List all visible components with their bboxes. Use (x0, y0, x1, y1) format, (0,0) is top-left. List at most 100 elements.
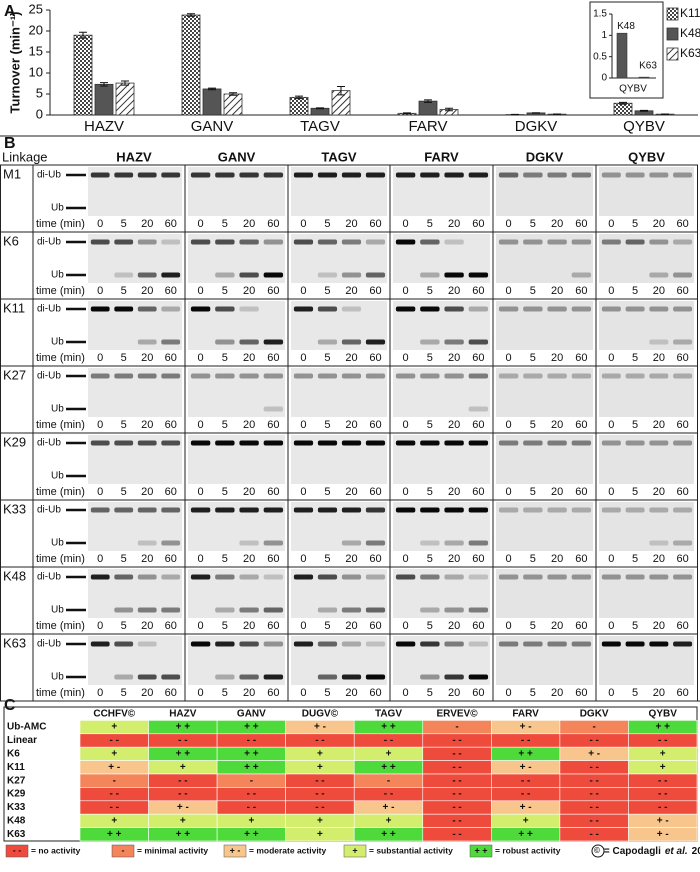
table-cell-text: + - (588, 749, 600, 760)
legend-label: = minimal activity (137, 845, 208, 855)
y-tick-label: 25 (29, 1, 43, 16)
lane-label: 60 (676, 352, 688, 364)
lane-label: 60 (575, 620, 587, 632)
legend-label: K48 (680, 26, 700, 40)
bar (73, 34, 93, 116)
gel-band (90, 239, 110, 245)
lane-label: 20 (448, 620, 460, 632)
credit: © = Capodagli et al. 2013 (594, 846, 700, 857)
lane-label: 0 (300, 352, 306, 364)
lane-label: 20 (345, 419, 357, 431)
gel-band (420, 306, 440, 312)
table-cell-text: - - (452, 775, 461, 786)
gel-band (523, 507, 543, 513)
table-cell-text: - - (589, 789, 598, 800)
lane-label: 20 (448, 352, 460, 364)
lane-label: 20 (243, 620, 255, 632)
gel-band (190, 373, 211, 379)
legend-swatch (666, 7, 679, 21)
gel-band (137, 239, 157, 245)
gel-band (114, 172, 134, 178)
lane-label: 20 (141, 620, 153, 632)
lane-label: 60 (165, 620, 177, 632)
y-tick-label: 1.5 (593, 9, 607, 20)
lane-label: 60 (472, 352, 484, 364)
lane-label: 5 (530, 486, 536, 498)
lane-label: 60 (267, 218, 279, 230)
lane-label: 60 (676, 486, 688, 498)
gel-band (468, 406, 489, 412)
table-cell-text: + + (176, 722, 191, 733)
x-tick-label: FARV (409, 118, 448, 135)
gel-band (239, 641, 259, 647)
lane-label: 20 (653, 218, 665, 230)
time-label: time (min) (36, 553, 85, 565)
gel-band (215, 674, 235, 680)
error-bar (187, 13, 195, 17)
table-cell-text: + (180, 816, 186, 827)
lane-label: 0 (608, 553, 614, 565)
bar-label: K63 (639, 61, 657, 72)
gel-band (190, 641, 211, 647)
gel-band (263, 339, 284, 345)
gel-band (317, 306, 338, 312)
lane-label: 20 (345, 620, 357, 632)
gel-band (649, 641, 669, 647)
lane-label: 20 (551, 285, 563, 297)
gel-band (215, 607, 235, 613)
lane-label: 0 (300, 285, 306, 297)
x-tick-label: DGKV (515, 118, 558, 135)
gel-band (444, 507, 464, 513)
gel-band (293, 574, 314, 580)
table-cell-text: - - (589, 775, 598, 786)
table-cell-text: - - (589, 735, 598, 746)
gel-band (341, 306, 362, 312)
lane-label: 20 (448, 419, 460, 431)
table-cell-text: - - (178, 775, 187, 786)
lane-label: 5 (121, 218, 127, 230)
lane-label: 5 (222, 218, 228, 230)
table-cell-text: - (113, 775, 116, 786)
lane-label: 60 (676, 687, 688, 699)
y-tick-label: 1 (601, 30, 607, 41)
lane-label: 0 (403, 687, 409, 699)
gel-band (137, 674, 157, 680)
table-header: TAGV (375, 708, 402, 719)
lane-label: 20 (243, 419, 255, 431)
gel-band (625, 507, 645, 513)
gel-band (601, 373, 621, 379)
gel-band (444, 607, 464, 613)
lane-label: 0 (97, 352, 103, 364)
lane-label: 5 (632, 486, 638, 498)
credit-part: et al. (665, 846, 688, 857)
gel-band (649, 239, 669, 245)
gel-band (365, 339, 386, 345)
gel-band (547, 641, 567, 647)
table-cell-text: + (660, 749, 666, 760)
gel-band (523, 373, 543, 379)
gel-band (161, 373, 181, 379)
lane-label: 60 (676, 620, 688, 632)
table-row-label: K63 (7, 829, 26, 840)
gel-band (395, 507, 416, 513)
lane-label: 5 (324, 687, 330, 699)
lane-label: 60 (575, 285, 587, 297)
band-label: Ub (51, 404, 64, 415)
table-cell-text: + - (314, 722, 326, 733)
lane-label: 60 (472, 419, 484, 431)
table-cell-text: - - (521, 775, 530, 786)
table-cell-text: + (317, 749, 323, 760)
gel-band (420, 540, 440, 546)
gel-band (601, 507, 621, 513)
lane-label: 5 (530, 553, 536, 565)
lane-label: 20 (243, 486, 255, 498)
table-cell-text: + + (655, 722, 670, 733)
gel-band (649, 540, 669, 546)
table-cell-text: - (250, 775, 253, 786)
table-cell-text: - - (589, 816, 598, 827)
band-label: Ub (51, 270, 64, 281)
lane-label: 60 (267, 419, 279, 431)
gel-band (547, 373, 567, 379)
gel-band (365, 440, 386, 446)
lane-label: 0 (97, 553, 103, 565)
